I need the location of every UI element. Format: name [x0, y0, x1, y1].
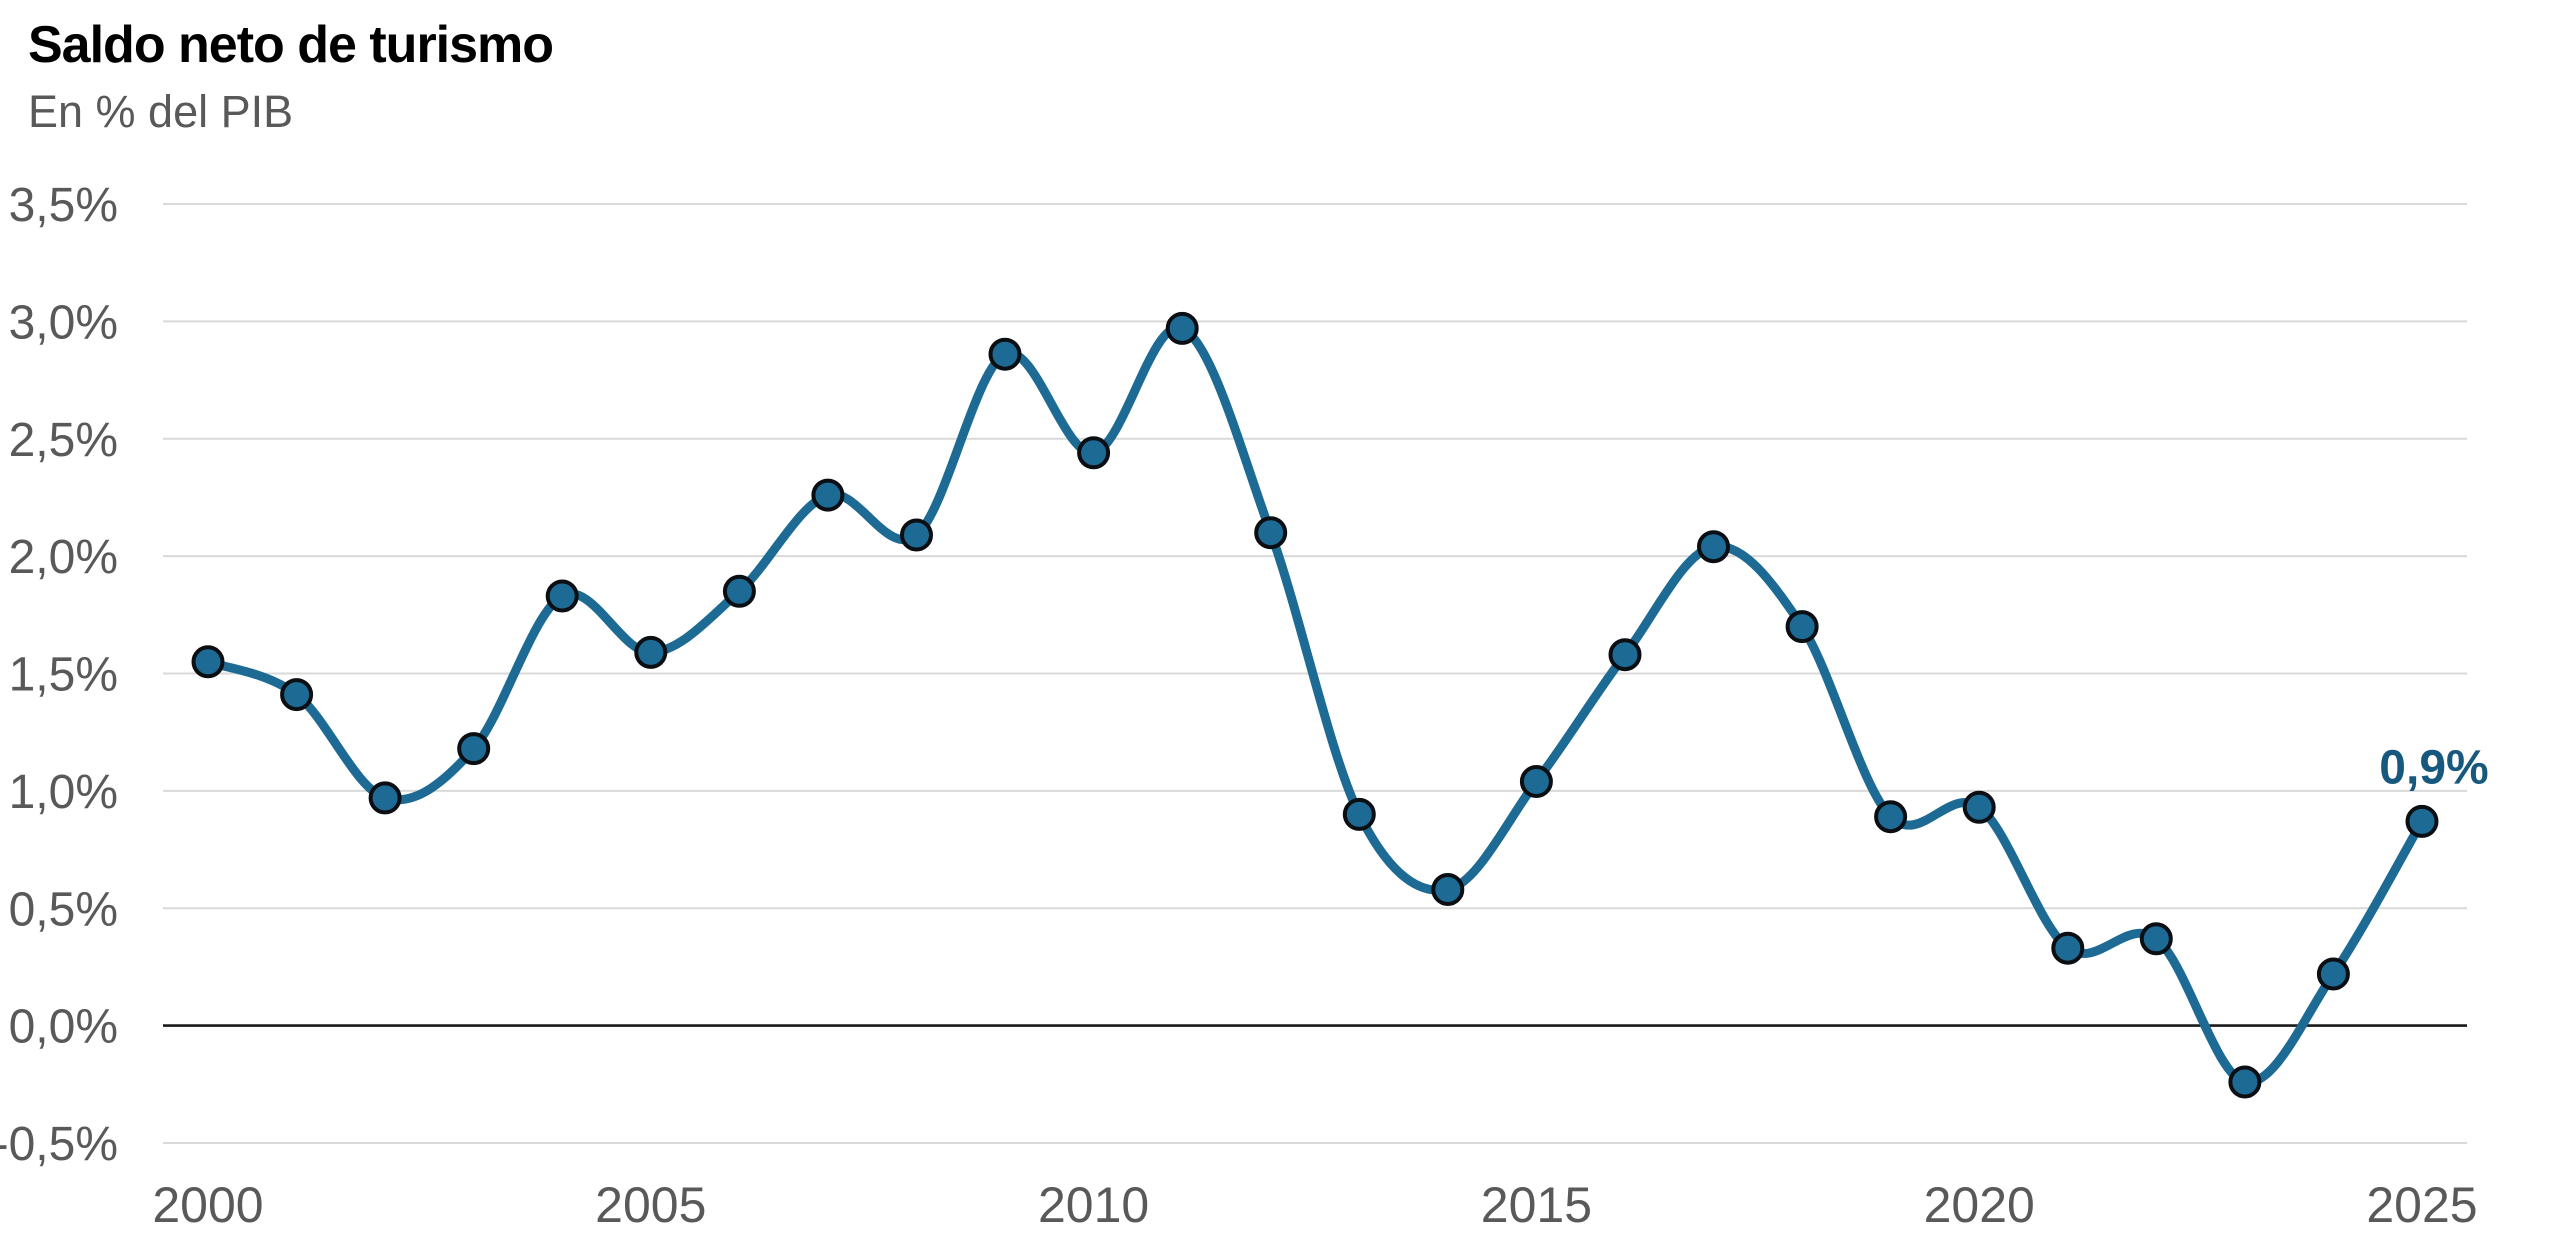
data-point-2015 — [1519, 765, 1553, 798]
data-point-2025 — [2405, 804, 2439, 838]
data-point-2023 — [2228, 1065, 2262, 1099]
x-tick-label-2025: 2025 — [2366, 1177, 2477, 1233]
data-point-2009 — [988, 337, 1022, 371]
gridlines — [163, 203, 2467, 1144]
x-tick-label-2005: 2005 — [595, 1177, 706, 1233]
data-point-2021 — [2051, 931, 2085, 965]
data-point-2014 — [1431, 873, 1465, 906]
last-value-label: 0,9% — [2379, 741, 2488, 794]
data-point-2020 — [1962, 790, 1996, 824]
y-tick-label-4: 1,5% — [9, 649, 118, 702]
data-point-2013 — [1342, 797, 1376, 831]
y-tick-label-2: 2,5% — [9, 414, 118, 467]
data-point-2003 — [457, 732, 491, 766]
data-points — [191, 311, 2439, 1099]
x-axis-labels: 2000 2005 2010 2015 2020 2025 — [152, 1177, 2477, 1233]
data-point-2017 — [1697, 530, 1730, 564]
data-point-2016 — [1608, 638, 1642, 672]
data-point-2018 — [1785, 610, 1819, 644]
y-tick-label-3: 2,0% — [9, 531, 118, 584]
data-point-2004 — [545, 579, 579, 613]
y-tick-label-5: 1,0% — [9, 766, 118, 819]
chart-title: Saldo neto de turismo — [28, 16, 554, 74]
data-point-2002 — [368, 781, 402, 815]
y-tick-label-7: 0,0% — [9, 1001, 118, 1054]
series-line — [203, 323, 2427, 1087]
data-point-2000 — [191, 645, 225, 679]
data-point-2011 — [1165, 311, 1199, 345]
data-point-2006 — [722, 574, 756, 608]
y-axis-labels: 3,5% 3,0% 2,5% 2,0% 1,5% 1,0% 0,5% 0,0% -0,5% — [0, 179, 118, 1171]
data-point-2001 — [280, 678, 314, 712]
data-point-2007 — [811, 478, 845, 512]
y-tick-label-6: 0,5% — [9, 883, 118, 936]
data-point-2005 — [634, 635, 668, 669]
x-tick-label-2020: 2020 — [1924, 1177, 2035, 1233]
data-point-2022 — [2139, 922, 2173, 956]
y-tick-label-8: -0,5% — [0, 1118, 118, 1171]
data-point-2012 — [1254, 516, 1288, 550]
data-point-2024 — [2316, 957, 2350, 991]
chart-subtitle: En % del PIB — [28, 86, 294, 137]
data-point-2019 — [1874, 800, 1908, 834]
x-tick-label-2000: 2000 — [152, 1177, 263, 1233]
y-tick-label-1: 3,0% — [9, 296, 118, 349]
y-tick-label-0: 3,5% — [9, 179, 118, 232]
data-point-2008 — [900, 518, 933, 552]
data-point-2010 — [1077, 436, 1111, 470]
x-tick-label-2010: 2010 — [1038, 1177, 1149, 1233]
x-tick-label-2015: 2015 — [1481, 1177, 1592, 1233]
